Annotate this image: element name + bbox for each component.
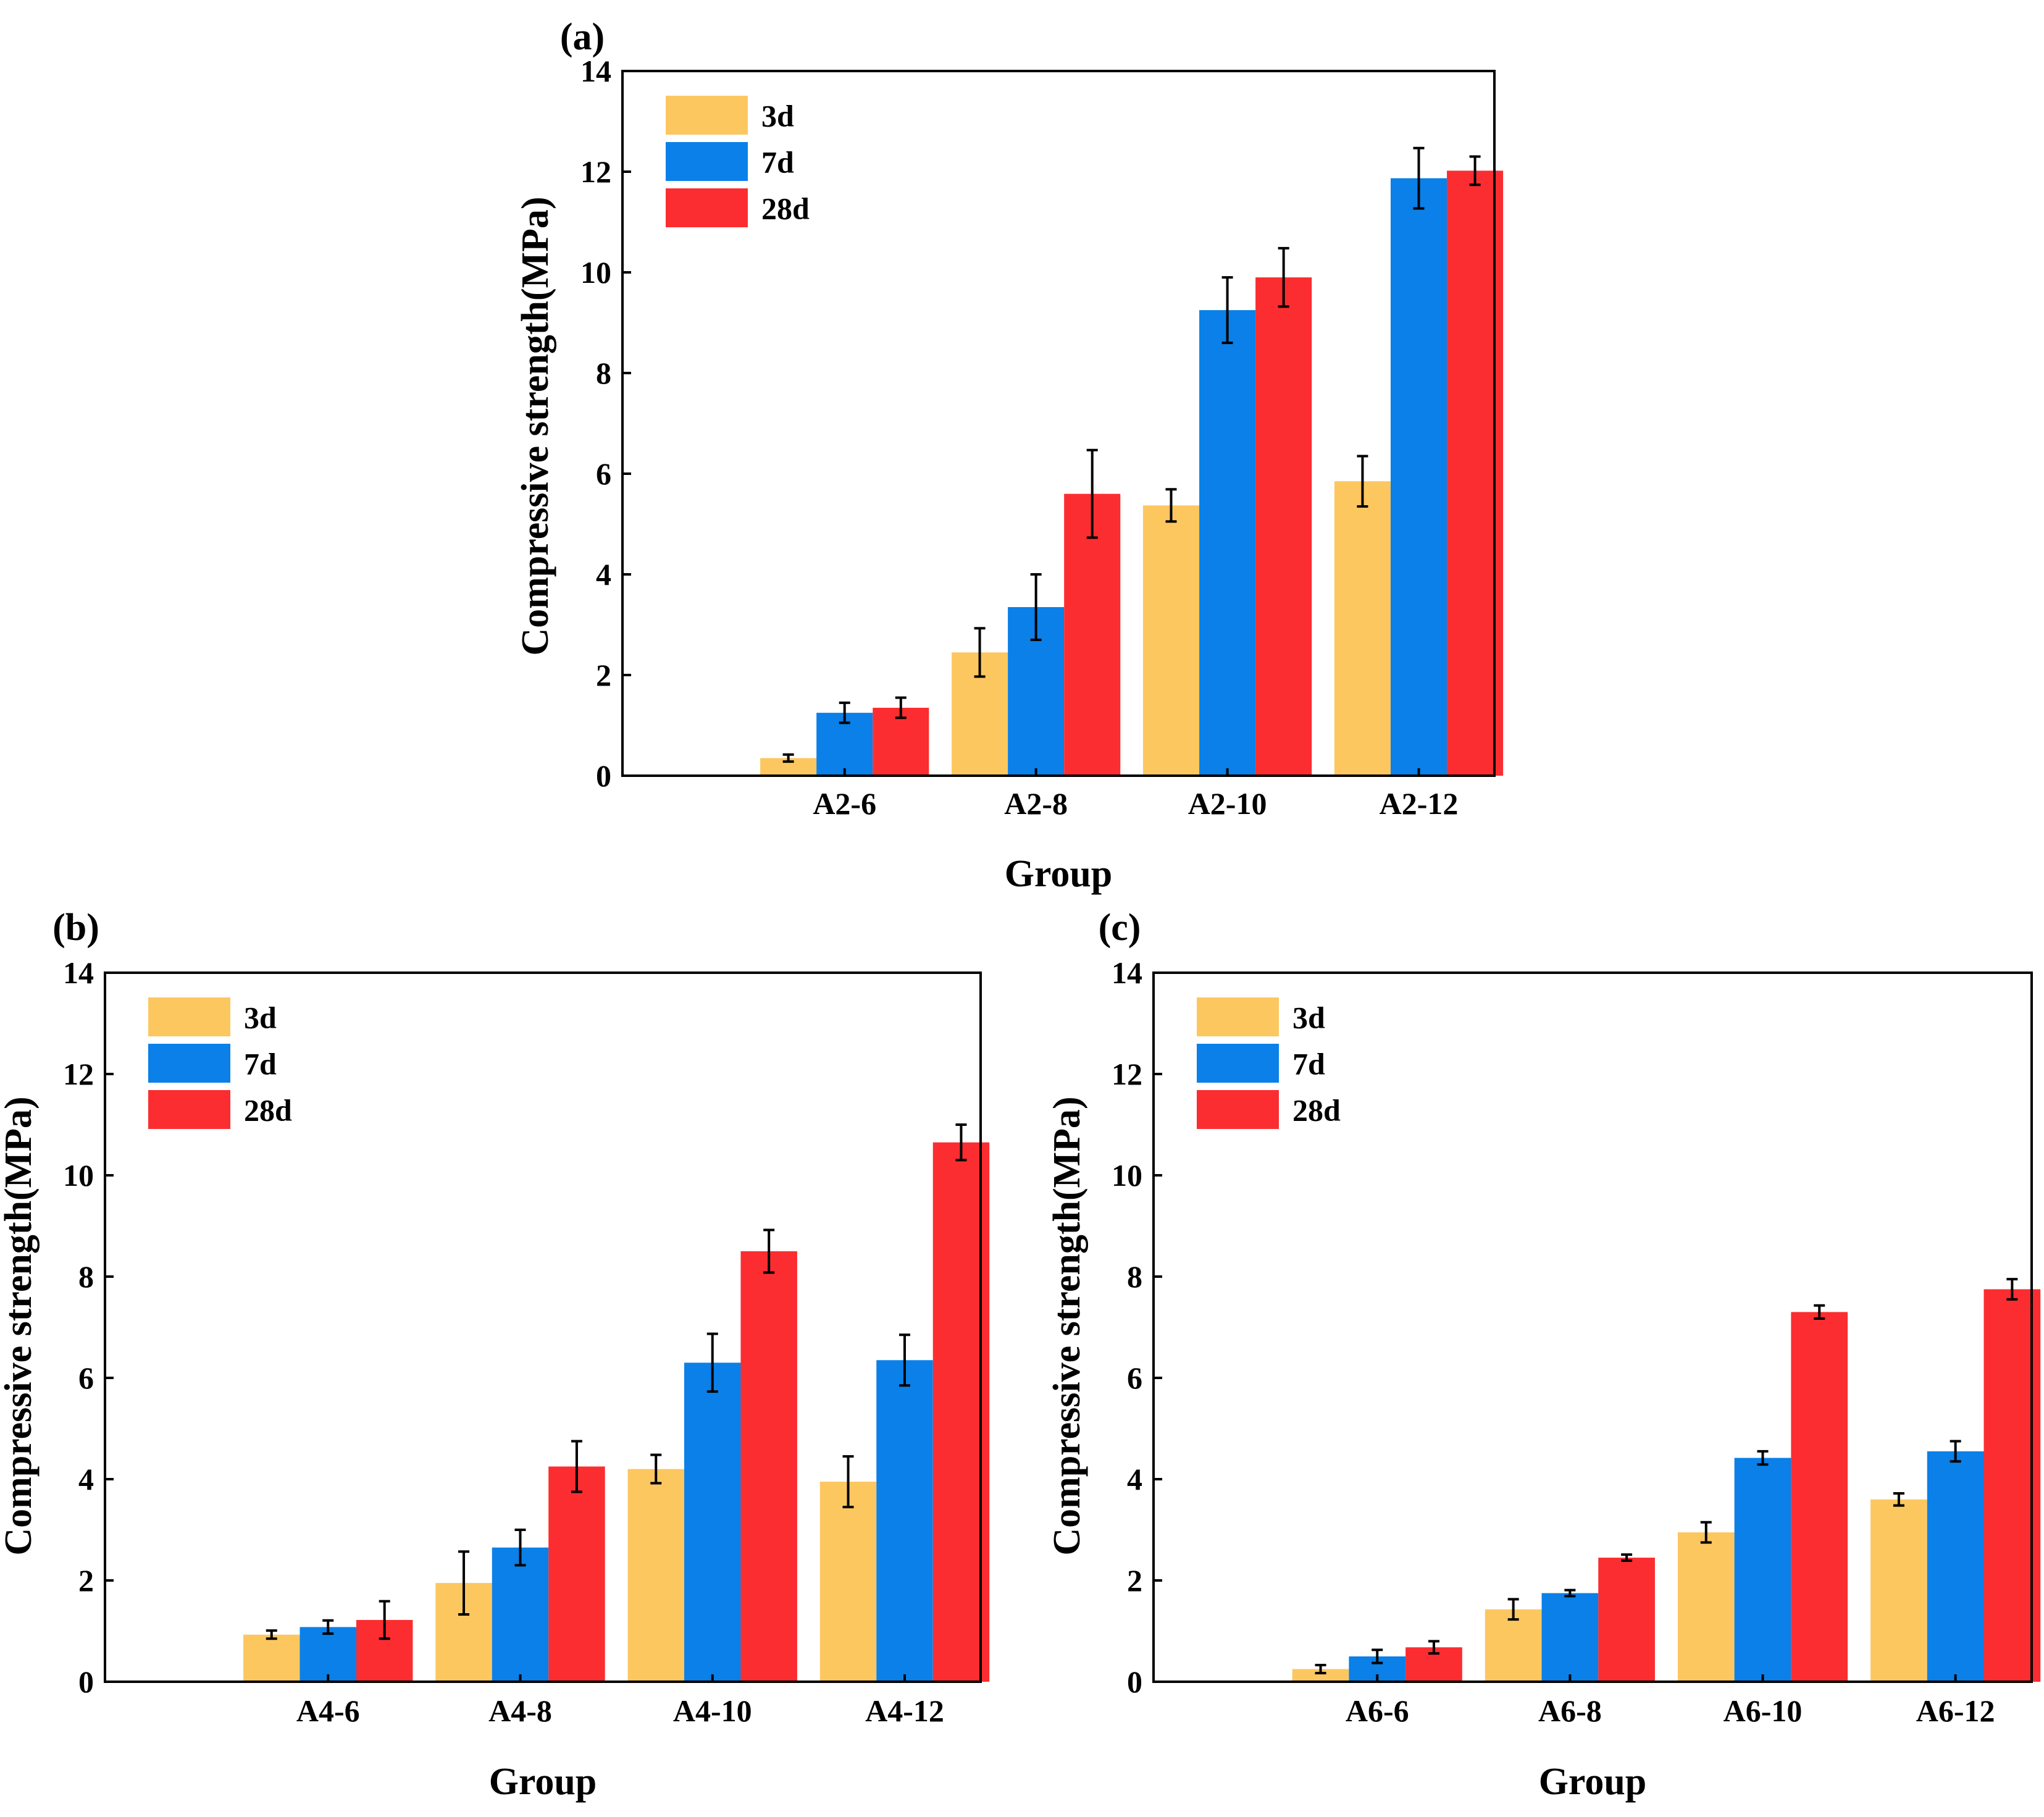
plot-frame bbox=[1152, 971, 2033, 1683]
y-tick-label: 6 bbox=[1127, 1361, 1142, 1395]
x-tick-label: A2-8 bbox=[1004, 786, 1068, 821]
legend-label: 3d bbox=[1292, 1001, 1325, 1035]
bar-3d-A6-12 bbox=[1870, 1499, 1927, 1682]
x-tick-label: A4-8 bbox=[488, 1693, 552, 1728]
x-tick-label: A6-10 bbox=[1724, 1693, 1803, 1728]
legend-swatch-28d bbox=[1197, 1090, 1279, 1129]
y-tick-label: 2 bbox=[1127, 1563, 1142, 1598]
x-tick-label: A2-10 bbox=[1188, 786, 1267, 821]
bar-3d-A2-12 bbox=[1334, 481, 1391, 776]
y-tick-label: 8 bbox=[1127, 1259, 1142, 1294]
bar-28d-A2-10 bbox=[1255, 277, 1312, 776]
bar-28d-A2-6 bbox=[873, 707, 929, 776]
bar-7d-A4-6 bbox=[299, 1627, 356, 1682]
bar-3d-A6-10 bbox=[1677, 1532, 1735, 1682]
y-tick-label: 8 bbox=[78, 1259, 94, 1294]
legend: 3d 7d 28d bbox=[148, 997, 292, 1129]
panel-label: (c) bbox=[1099, 907, 1141, 949]
legend-swatch-7d bbox=[148, 1044, 230, 1083]
legend-swatch-28d bbox=[148, 1090, 230, 1129]
bar-7d-A4-10 bbox=[684, 1362, 741, 1682]
x-tick-label: A6-6 bbox=[1346, 1693, 1409, 1728]
x-tick-label: A4-12 bbox=[865, 1693, 944, 1728]
legend-label: 3d bbox=[761, 99, 794, 133]
y-tick-label: 14 bbox=[1112, 955, 1142, 990]
x-tick-label: A6-8 bbox=[1538, 1693, 1602, 1728]
panel-label: (b) bbox=[52, 907, 99, 949]
bar-7d-A4-8 bbox=[492, 1547, 549, 1682]
plot-frame bbox=[104, 971, 982, 1683]
y-axis-title: Compressive strength(MPa) bbox=[0, 1096, 40, 1555]
x-tick-label: A4-6 bbox=[296, 1693, 360, 1728]
legend-label: 7d bbox=[244, 1047, 277, 1081]
bar-7d-A4-12 bbox=[876, 1360, 933, 1682]
legend-label: 28d bbox=[244, 1093, 292, 1128]
y-axis-title: Compressive strength(MPa) bbox=[514, 196, 556, 655]
bar-28d-A4-8 bbox=[548, 1466, 605, 1682]
bar-3d-A4-6 bbox=[243, 1634, 300, 1682]
y-tick-label: 14 bbox=[580, 54, 611, 88]
y-tick-label: 8 bbox=[596, 356, 611, 390]
y-tick-label: 10 bbox=[63, 1158, 94, 1193]
y-tick-label: 10 bbox=[1112, 1158, 1142, 1193]
legend-label: 28d bbox=[761, 191, 810, 226]
x-tick-label: A4-10 bbox=[673, 1693, 752, 1728]
chart-panel-c: (c) A6-6 A6-8 A6-10 A6-12 0 2 4 6 8 10 12 14 Group Com… bbox=[1046, 907, 2041, 1803]
bar-3d-A4-12 bbox=[819, 1482, 877, 1682]
y-tick-label: 10 bbox=[580, 255, 611, 290]
bar-28d-A6-10 bbox=[1791, 1312, 1848, 1682]
y-tick-label: 2 bbox=[596, 658, 611, 692]
x-axis-title: Group bbox=[489, 1761, 597, 1803]
legend-swatch-3d bbox=[148, 997, 230, 1036]
chart-panel-a: (a) A2-6 A2-8 A2-10 A2-12 0 2 4 6 8 10 12 14 Group Com… bbox=[514, 16, 1504, 895]
chart-panel-b: (b) A4-6 A4-8 A4-10 A4-12 0 2 4 6 8 10 12 14 Group Com… bbox=[0, 907, 990, 1803]
y-axis-title: Compressive strength(MPa) bbox=[1046, 1096, 1088, 1555]
y-tick-label: 0 bbox=[1127, 1664, 1142, 1699]
legend-swatch-7d bbox=[666, 142, 748, 181]
bar-3d-A2-10 bbox=[1142, 505, 1200, 776]
y-tick-label: 4 bbox=[78, 1462, 94, 1496]
x-tick-label: A2-6 bbox=[813, 786, 876, 821]
x-tick-label: A6-12 bbox=[1916, 1693, 1995, 1728]
y-tick-label: 6 bbox=[596, 456, 611, 491]
y-tick-label: 14 bbox=[63, 955, 94, 990]
bar-3d-A4-10 bbox=[627, 1469, 685, 1682]
bar-28d-A6-8 bbox=[1598, 1558, 1655, 1682]
panel-label: (a) bbox=[560, 16, 605, 58]
legend-swatch-3d bbox=[1197, 997, 1279, 1036]
bar-7d-A6-12 bbox=[1927, 1451, 1984, 1682]
legend: 3d 7d 28d bbox=[666, 96, 810, 227]
y-tick-label: 0 bbox=[596, 758, 611, 793]
bar-3d-A6-8 bbox=[1485, 1609, 1542, 1682]
legend-label: 7d bbox=[1292, 1047, 1325, 1081]
bar-3d-A6-6 bbox=[1292, 1669, 1349, 1682]
bar-28d-A4-10 bbox=[740, 1251, 797, 1682]
legend-swatch-7d bbox=[1197, 1044, 1279, 1083]
x-tick-label: A2-12 bbox=[1380, 786, 1459, 821]
bar-28d-A2-8 bbox=[1064, 493, 1121, 776]
plot-frame bbox=[621, 70, 1496, 777]
y-tick-label: 2 bbox=[78, 1563, 94, 1598]
legend-swatch-3d bbox=[666, 96, 748, 135]
bar-7d-A2-12 bbox=[1390, 178, 1447, 776]
legend-label: 7d bbox=[761, 145, 794, 180]
y-tick-label: 12 bbox=[1112, 1057, 1142, 1091]
y-tick-label: 6 bbox=[78, 1361, 94, 1395]
y-tick-label: 12 bbox=[580, 154, 611, 189]
y-tick-label: 0 bbox=[78, 1664, 94, 1699]
x-axis-title: Group bbox=[1539, 1761, 1647, 1803]
x-axis-title: Group bbox=[1005, 853, 1113, 895]
bar-7d-A2-10 bbox=[1199, 310, 1256, 776]
legend: 3d 7d 28d bbox=[1197, 997, 1341, 1129]
y-tick-label: 4 bbox=[596, 557, 611, 592]
y-tick-label: 12 bbox=[63, 1057, 94, 1091]
y-tick-label: 4 bbox=[1127, 1462, 1142, 1496]
bar-7d-A6-8 bbox=[1541, 1593, 1599, 1682]
bar-7d-A6-10 bbox=[1734, 1458, 1791, 1682]
legend-swatch-28d bbox=[666, 188, 748, 227]
legend-label: 3d bbox=[244, 1001, 277, 1035]
legend-label: 28d bbox=[1292, 1093, 1341, 1128]
